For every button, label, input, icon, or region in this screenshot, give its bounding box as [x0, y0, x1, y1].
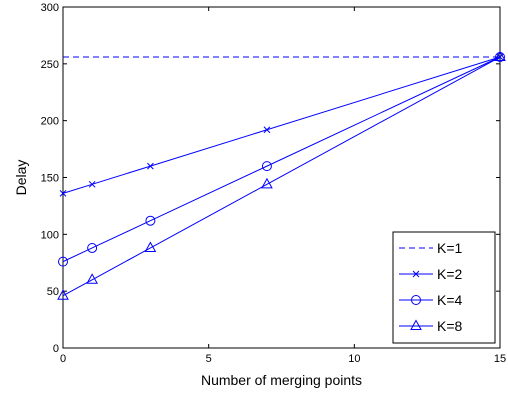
y-tick-label: 50: [47, 286, 59, 298]
y-tick-label: 100: [41, 229, 59, 241]
legend-label: K=4: [437, 292, 463, 308]
legend-label: K=8: [437, 318, 463, 334]
y-tick-label: 0: [53, 343, 59, 355]
y-tick-label: 200: [41, 116, 59, 128]
data-point: [87, 242, 98, 253]
x-tick-label: 15: [494, 353, 506, 365]
legend-marker: [410, 319, 422, 330]
legend: K=1 K=2 K=4 K=8: [392, 231, 496, 344]
data-point: [261, 161, 272, 172]
x-tick-label: 0: [60, 353, 66, 365]
data-point: [494, 50, 506, 62]
series-layer: [57, 50, 506, 300]
y-tick-label: 300: [41, 2, 59, 14]
y-axis-label: Delay: [13, 160, 29, 196]
y-tick-label: 150: [41, 173, 59, 185]
legend-label: K=2: [437, 266, 463, 282]
data-point: [86, 273, 98, 284]
legend-entry: K=2: [399, 266, 463, 282]
x-tick-label: 5: [206, 353, 212, 365]
x-tick-label: 10: [348, 353, 360, 365]
data-point: [147, 162, 154, 170]
y-tick-label: 250: [41, 59, 59, 71]
data-point: [57, 289, 69, 300]
data-point: [88, 180, 96, 188]
data-point: [59, 190, 67, 197]
data-point: [261, 177, 273, 189]
data-point: [145, 215, 156, 226]
series-k-8: [57, 50, 506, 300]
legend-entry: K=8: [399, 318, 463, 334]
x-axis: 0 5 10 15: [60, 7, 506, 365]
legend-entry: K=4: [399, 292, 463, 308]
x-axis-label: Number of merging points: [201, 372, 362, 388]
legend-box: [392, 231, 496, 344]
data-point: [144, 241, 157, 252]
legend-label: K=1: [437, 240, 463, 256]
series-line: [62, 56, 501, 263]
legend-marker: [411, 295, 421, 305]
data-point: [58, 256, 68, 267]
legend-entry: K=1: [399, 240, 463, 256]
series-line: [62, 56, 501, 297]
data-point: [263, 126, 271, 134]
y-axis: 0 50 100 150 200 250 300: [41, 2, 500, 355]
legend-marker: [412, 270, 420, 278]
